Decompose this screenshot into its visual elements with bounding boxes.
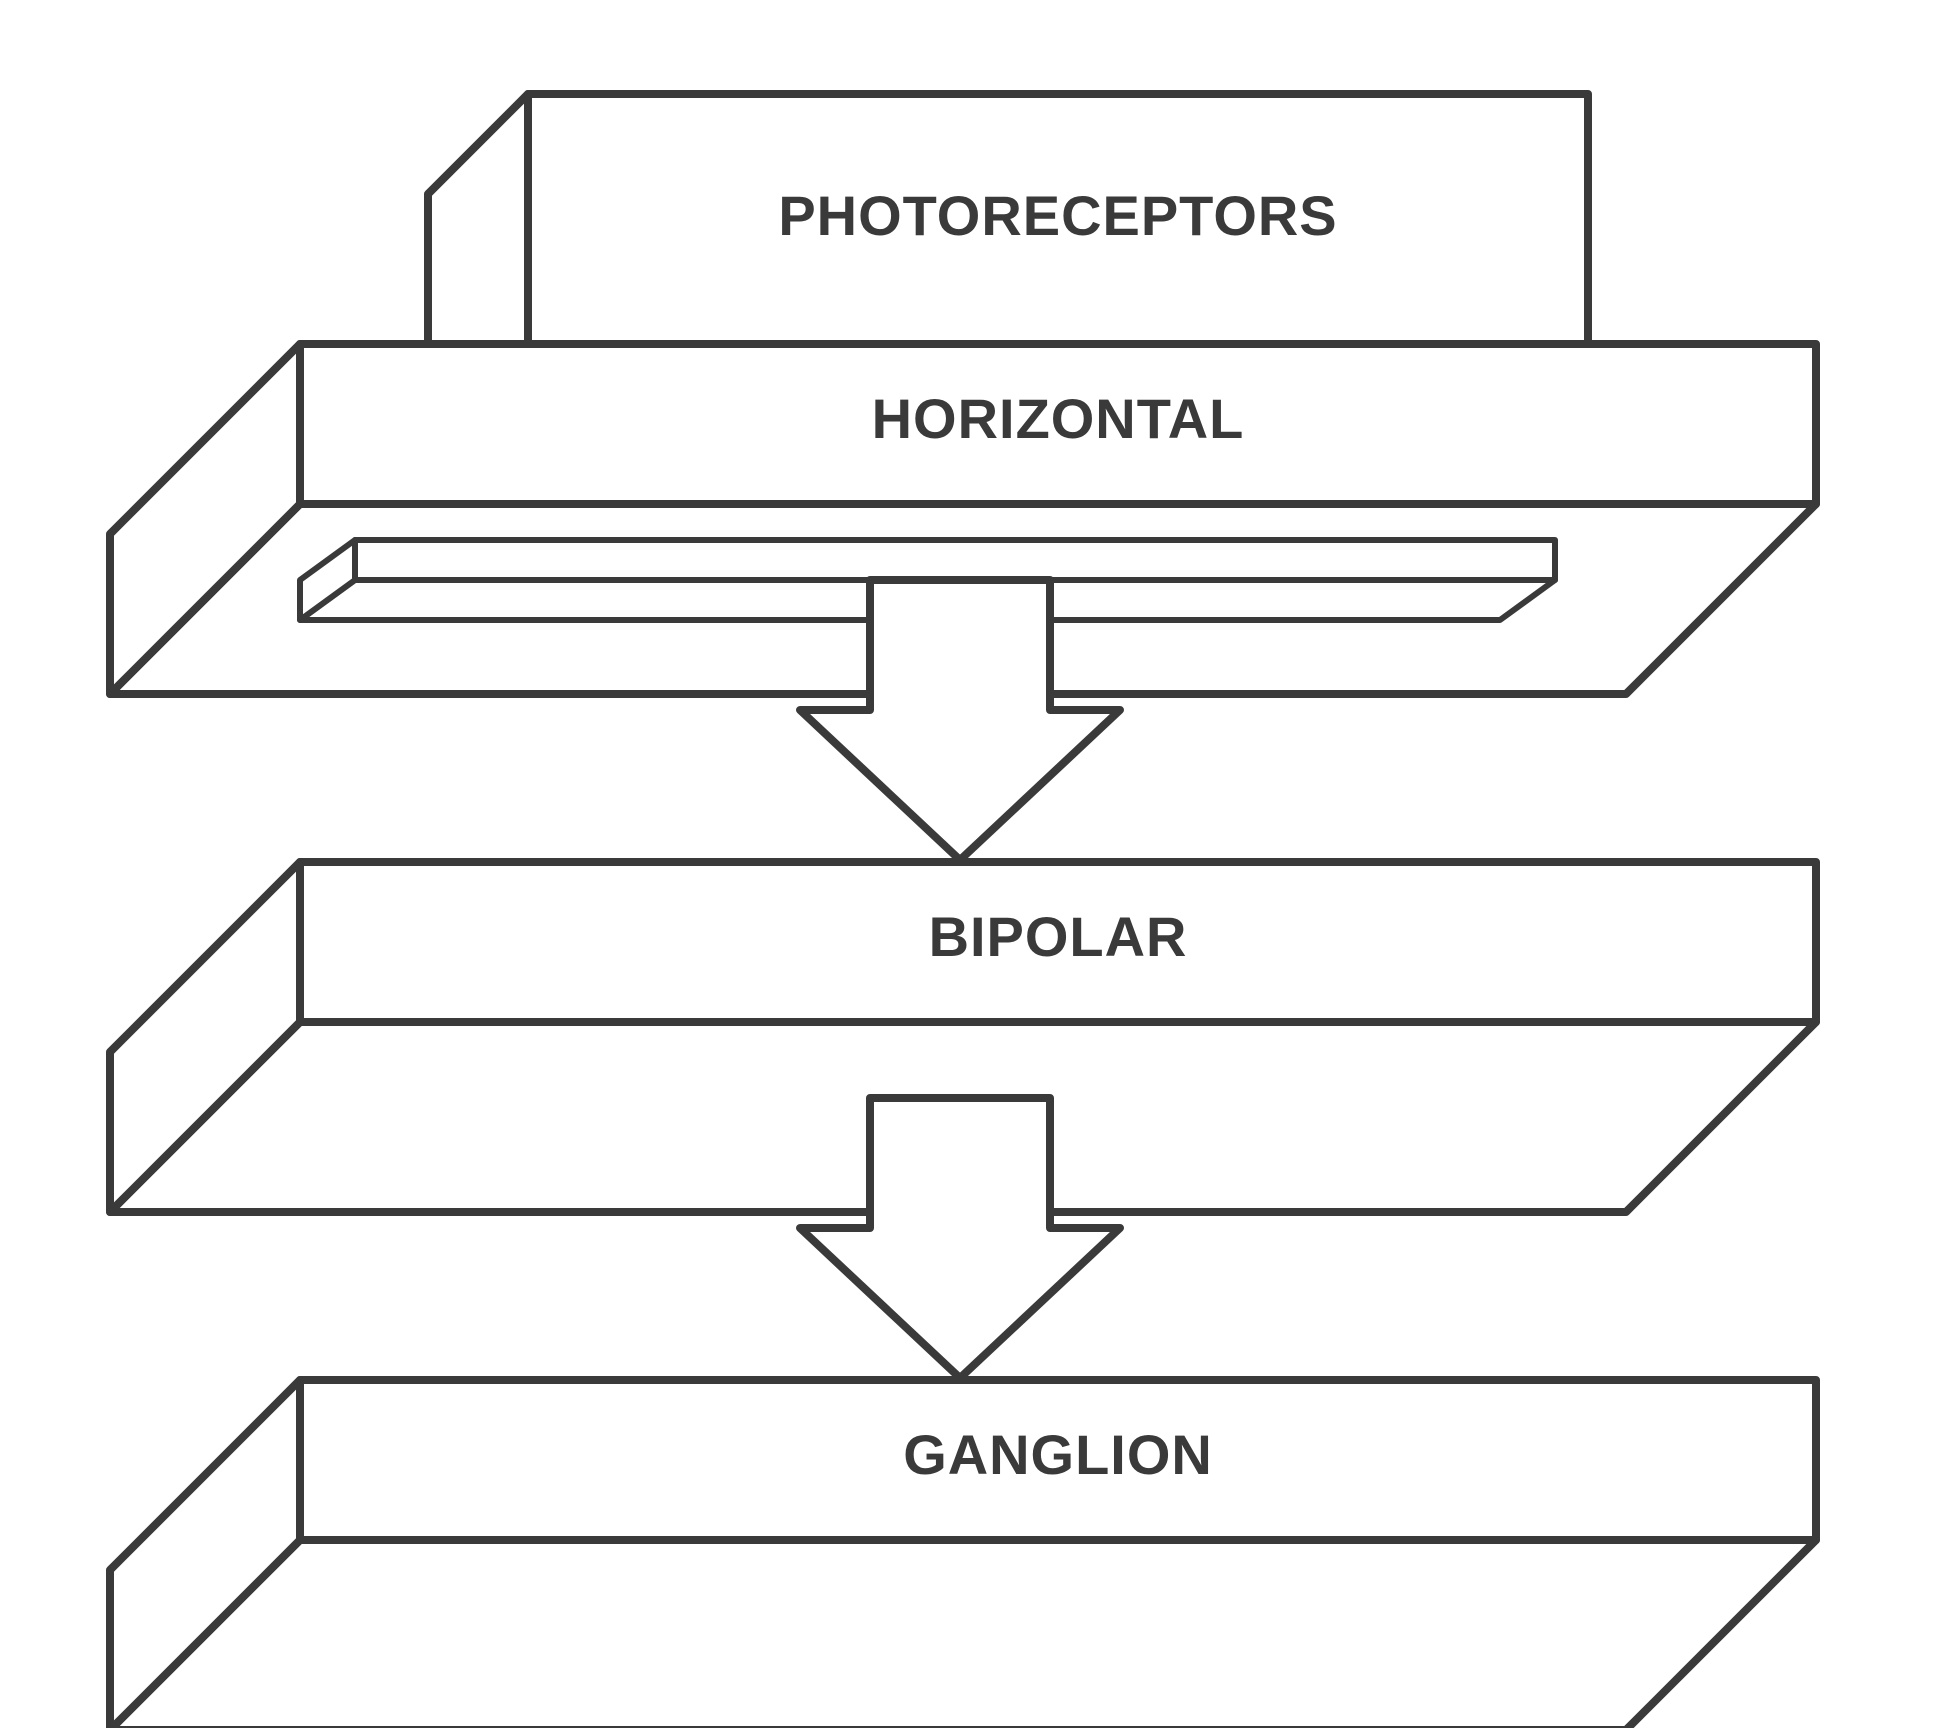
slab-front-face bbox=[355, 540, 1555, 580]
ganglion-bottom-face bbox=[110, 1540, 1816, 1728]
retina-layer-diagram: PHOTORECEPTORS HORIZONTAL BIPOLAR GANGLION bbox=[0, 0, 1953, 1728]
bipolar-label: BIPOLAR bbox=[929, 905, 1188, 968]
horizontal-label: HORIZONTAL bbox=[872, 387, 1245, 450]
ganglion-label: GANGLION bbox=[903, 1423, 1213, 1486]
photoreceptors-label: PHOTORECEPTORS bbox=[778, 184, 1337, 247]
